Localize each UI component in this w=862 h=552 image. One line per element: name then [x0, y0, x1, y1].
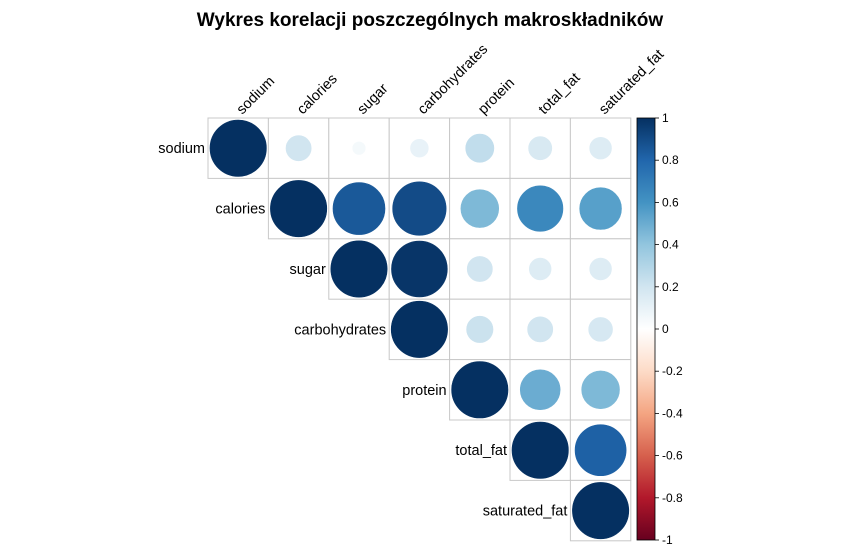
colorbar-tick-label: 0.4 — [662, 238, 679, 252]
correlation-circle-sodium-protein — [465, 133, 495, 163]
row-label-saturated_fat: saturated_fat — [483, 504, 568, 520]
colorbar-tick-label: 0.6 — [662, 195, 679, 209]
correlation-circle-sodium-total_fat — [528, 136, 553, 161]
correlation-circle-total_fat-total_fat — [511, 421, 569, 479]
column-label-sugar: sugar — [355, 81, 392, 118]
colorbar-tick-label: 1 — [662, 111, 669, 125]
correlation-circle-calories-total_fat — [517, 185, 564, 232]
row-label-total_fat: total_fat — [455, 443, 507, 459]
colorbar-tick-label: -0.2 — [662, 364, 683, 378]
correlation-circles — [209, 119, 630, 540]
chart-title: Wykres korelacji poszczególnych makroskł… — [197, 10, 664, 31]
colorbar-gradient — [636, 117, 656, 541]
correlation-circle-sodium-calories — [285, 135, 312, 162]
colorbar-tick-label: 0 — [662, 322, 669, 336]
correlation-circle-carbohydrates-carbohydrates — [390, 300, 448, 358]
correlation-circle-carbohydrates-total_fat — [527, 316, 554, 343]
correlation-circle-carbohydrates-saturated_fat — [588, 317, 613, 342]
correlation-circle-calories-saturated_fat — [579, 187, 622, 230]
correlation-circle-sodium-carbohydrates — [410, 138, 429, 158]
correlation-circle-sugar-carbohydrates — [391, 240, 448, 298]
row-labels: sodium calories sugar carbohydrates protein t… — [158, 141, 567, 519]
row-label-protein: protein — [402, 383, 446, 399]
correlation-circle-sodium-saturated_fat — [589, 136, 612, 160]
colorbar-tick-label: -0.4 — [662, 406, 683, 420]
column-label-saturated_fat: saturated_fat — [596, 47, 667, 118]
correlation-circle-protein-saturated_fat — [581, 370, 620, 410]
correlation-circle-calories-calories — [270, 180, 328, 238]
correlation-circle-sugar-sugar — [330, 240, 388, 298]
correlation-circle-saturated_fat-saturated_fat — [572, 482, 630, 540]
correlation-circle-total_fat-saturated_fat — [574, 424, 627, 477]
correlation-circle-sugar-saturated_fat — [589, 257, 612, 281]
correlation-circle-sugar-protein — [466, 256, 493, 282]
correlation-circle-calories-carbohydrates — [392, 181, 447, 236]
colorbar-tick-label: 0.8 — [662, 153, 679, 167]
colorbar: 1 0.8 0.6 0.4 0.2 0 -0.2 -0.4 -0.6 -0.8 -1 — [636, 111, 683, 547]
correlation-circle-calories-protein — [460, 189, 500, 228]
column-label-total_fat: total_fat — [536, 70, 584, 118]
colorbar-tick-label: -0.6 — [662, 449, 683, 463]
correlation-circle-calories-sugar — [332, 182, 386, 235]
colorbar-tick-label: 0.2 — [662, 280, 679, 294]
row-label-sodium: sodium — [158, 141, 205, 157]
correlation-circle-sodium-sugar — [352, 141, 366, 155]
column-label-protein: protein — [475, 75, 518, 118]
row-label-carbohydrates: carbohydrates — [294, 322, 386, 338]
colorbar-tick-label: -1 — [662, 533, 673, 547]
correlation-circle-protein-total_fat — [519, 369, 561, 411]
row-label-calories: calories — [215, 202, 265, 218]
colorbar-tick-label: -0.8 — [662, 491, 683, 505]
column-label-calories: calories — [294, 71, 341, 118]
grid-cell — [569, 298, 632, 361]
column-label-sodium: sodium — [234, 73, 278, 117]
row-label-sugar: sugar — [290, 262, 326, 278]
correlation-circle-protein-protein — [451, 361, 509, 419]
correlation-circle-sodium-sodium — [209, 119, 267, 177]
correlation-circle-sugar-total_fat — [528, 257, 552, 281]
correlation-circle-carbohydrates-protein — [466, 315, 494, 343]
